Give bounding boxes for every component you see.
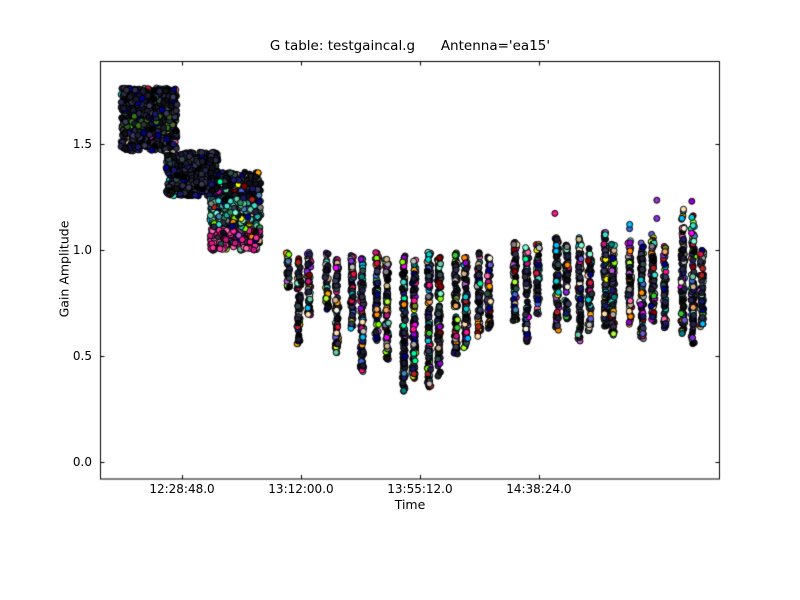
x-tick-label: 13:55:12.0 bbox=[387, 482, 453, 496]
x-tick-label: 14:38:24.0 bbox=[506, 482, 572, 496]
y-tick-label: 0.5 bbox=[72, 348, 92, 363]
x-tick-label: 12:28:48.0 bbox=[149, 482, 215, 496]
y-tick-label: 0.0 bbox=[72, 454, 92, 469]
y-axis-label: Gain Amplitude bbox=[56, 220, 72, 318]
y-tick-label: 1.0 bbox=[72, 242, 92, 257]
plot-title: G table: testgaincal.g Antenna='ea15' bbox=[269, 38, 551, 54]
x-tick-label: 13:12:00.0 bbox=[268, 482, 334, 496]
y-tick-label: 1.5 bbox=[72, 136, 92, 151]
x-axis-label: Time bbox=[394, 497, 426, 512]
